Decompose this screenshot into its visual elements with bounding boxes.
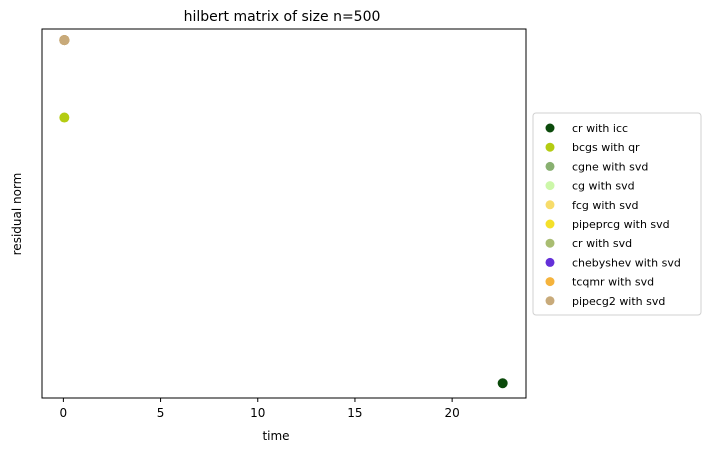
legend-label: cr with svd — [572, 237, 632, 250]
plot-points — [59, 35, 508, 389]
legend-label: cgne with svd — [572, 160, 648, 173]
legend-frame — [532, 112, 702, 316]
y-axis-label: residual norm — [10, 173, 24, 256]
legend-label: tcqmr with svd — [572, 276, 654, 289]
data-point — [59, 35, 70, 46]
chart-title: hilbert matrix of size n=500 — [184, 9, 381, 25]
legend: cr with icc bcgs with qr cgne with svd cg w… — [532, 112, 702, 316]
x-tick-label: 20 — [444, 406, 459, 420]
legend-marker — [545, 277, 555, 287]
x-tick-label: 5 — [157, 406, 165, 420]
x-axis-label: time — [262, 429, 289, 443]
legend-marker — [545, 161, 555, 171]
legend-label: chebyshev with svd — [572, 256, 681, 269]
legend-marker — [545, 296, 555, 306]
legend-marker — [545, 181, 555, 191]
data-point — [59, 112, 70, 123]
legend-marker — [545, 257, 555, 267]
plot-area — [41, 28, 527, 399]
x-axis-ticks: 0 5 10 15 20 — [60, 398, 460, 420]
legend-label: pipeprcg with svd — [572, 218, 670, 231]
legend-marker — [545, 219, 555, 229]
legend-label: cr with icc — [572, 122, 628, 135]
legend-label: bcgs with qr — [572, 141, 640, 154]
x-tick-label: 0 — [60, 406, 68, 420]
legend-label: cg with svd — [572, 180, 635, 193]
legend-marker — [545, 142, 555, 152]
legend-label: fcg with svd — [572, 199, 638, 212]
legend-label: pipecg2 with svd — [572, 295, 665, 308]
data-point — [497, 378, 508, 389]
x-tick-label: 10 — [250, 406, 265, 420]
legend-marker — [545, 123, 555, 133]
legend-marker — [545, 238, 555, 248]
legend-marker — [545, 200, 555, 210]
x-tick-label: 15 — [347, 406, 362, 420]
